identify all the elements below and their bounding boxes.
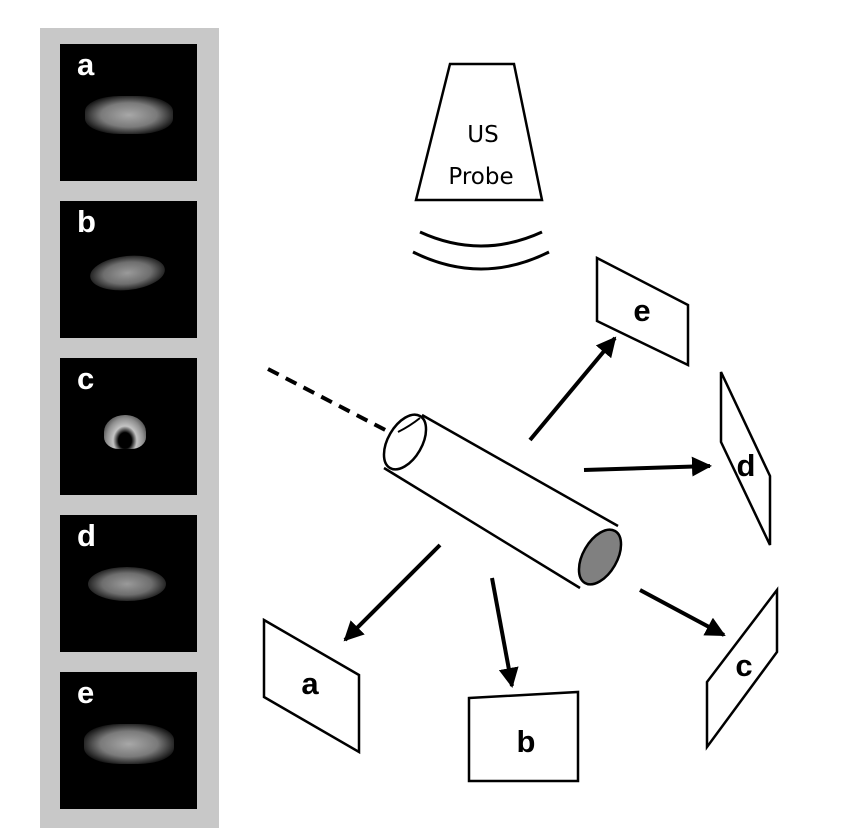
plane-label-a: a: [301, 666, 319, 701]
plane-label-b: b: [517, 724, 536, 759]
imaging-plane-c: c: [705, 586, 779, 751]
arrow-to-plane-e: [528, 336, 617, 442]
vessel-cross-section-blob: [85, 96, 173, 134]
ultrasound-panel-b: b: [60, 201, 197, 338]
probe-body: [414, 62, 544, 202]
sound-wave-icon: [412, 230, 550, 271]
panel-label-d: d: [77, 518, 96, 553]
vessel-open-end: [382, 413, 428, 471]
imaging-plane-d: d: [719, 371, 772, 546]
vessel-cross-section-blob: [88, 567, 166, 601]
vessel-end-cap: [577, 528, 623, 586]
probe-label-line2: Probe: [448, 164, 513, 190]
ultrasound-panel-c: c: [60, 358, 197, 495]
arrow-to-plane-c: [639, 588, 726, 637]
vessel-cross-section-blob: [104, 415, 146, 449]
panel-label-b: b: [77, 204, 96, 239]
insertion-path-dashed-line: [267, 367, 394, 436]
plane-label-c: c: [735, 648, 752, 683]
probe-label-line1: US: [467, 122, 498, 148]
ultrasound-panel-e: e: [60, 672, 197, 809]
ultrasound-panel-d: d: [60, 515, 197, 652]
panel-label-c: c: [77, 361, 95, 396]
arrow-to-plane-b: [490, 577, 519, 688]
vessel-tube: [382, 413, 623, 590]
panel-label-a: a: [77, 47, 95, 82]
plane-label-e: e: [633, 293, 650, 328]
imaging-plane-a: a: [262, 617, 361, 755]
plane-label-d: d: [737, 448, 756, 483]
us-probe: US Probe: [414, 62, 544, 202]
ultrasound-panel-a: a: [60, 44, 197, 181]
arrow-to-plane-a: [343, 543, 442, 642]
imaging-plane-b: b: [467, 690, 580, 783]
panel-label-e: e: [77, 675, 95, 710]
ultrasound-image-strip: a b c d e: [40, 28, 219, 828]
imaging-plane-e: e: [595, 255, 690, 367]
arrow-to-plane-d: [583, 456, 712, 477]
vessel-cross-section-blob: [84, 724, 174, 764]
